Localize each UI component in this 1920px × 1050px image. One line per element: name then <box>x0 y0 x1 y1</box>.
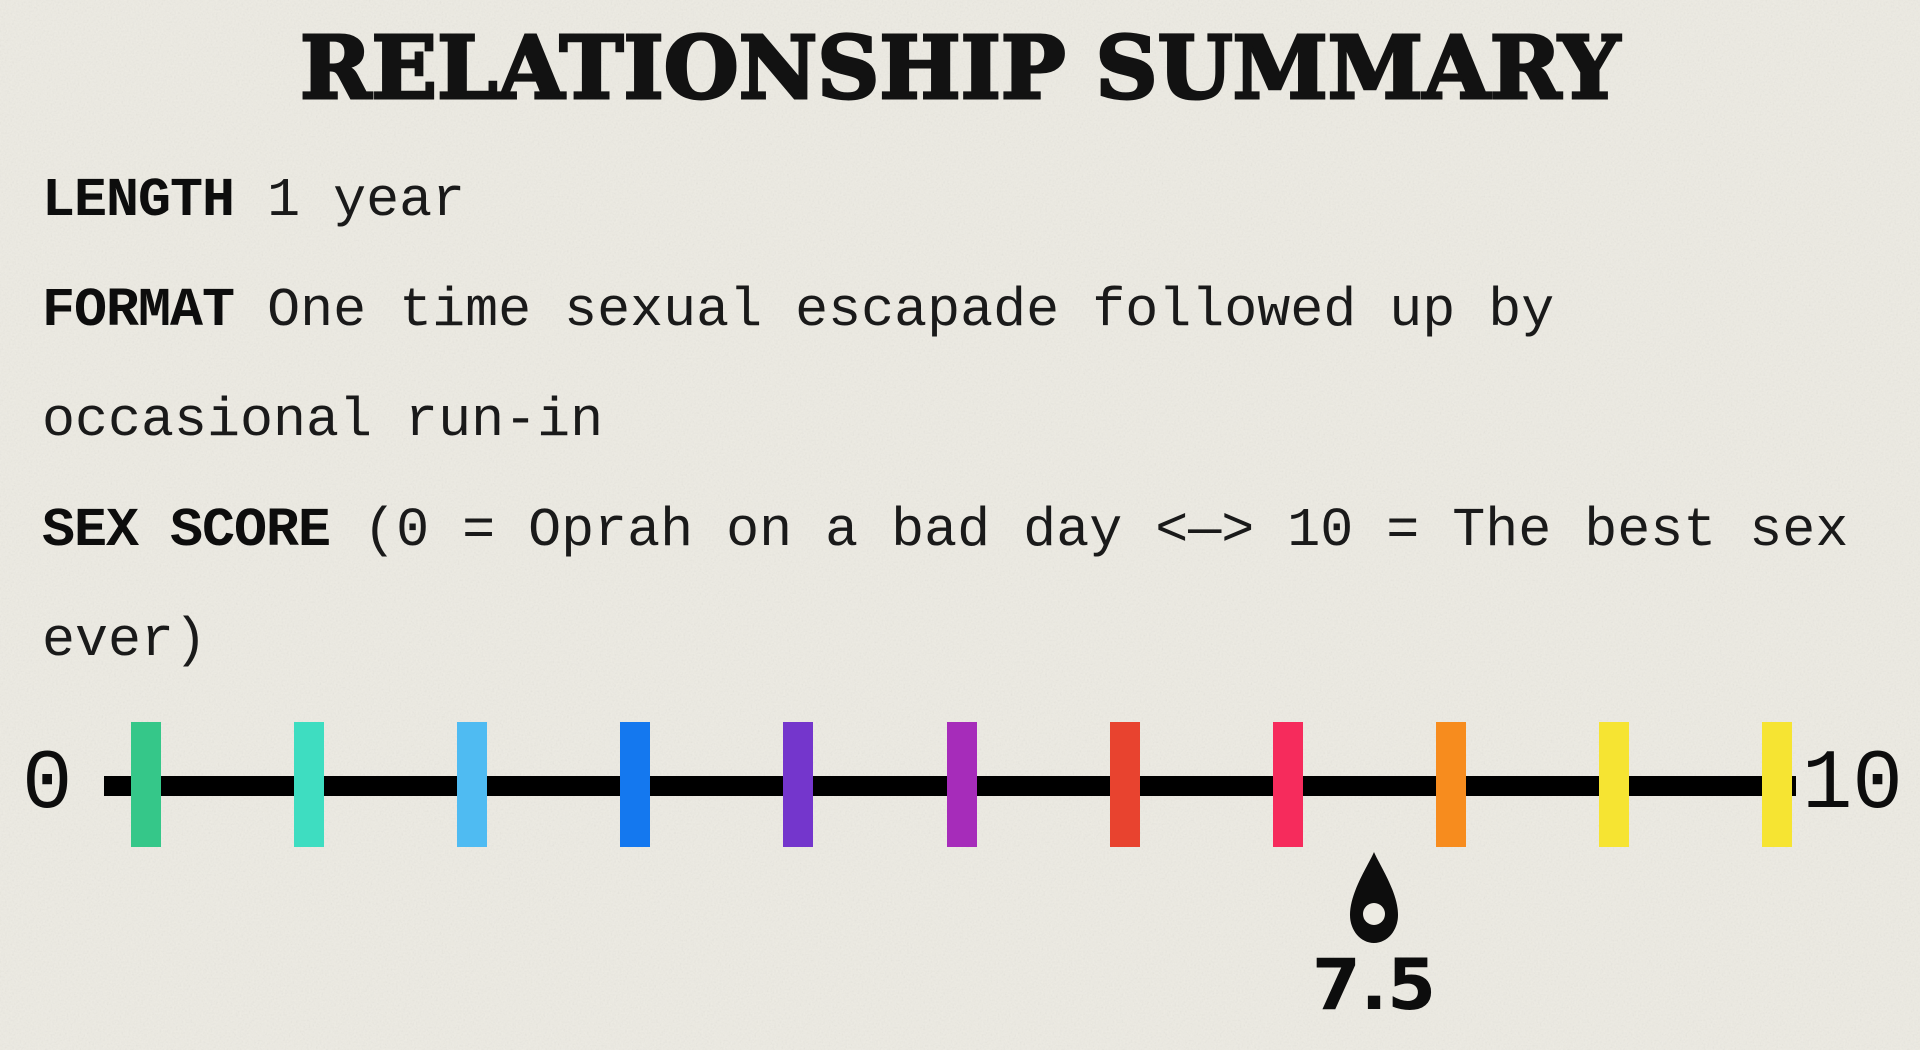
field-length: LENGTH 1 year <box>42 146 1892 256</box>
field-length-value: 1 year <box>267 169 466 232</box>
summary-fields: LENGTH 1 year FORMAT One time sexual esc… <box>42 146 1892 696</box>
field-sex-score-label: SEX SCORE <box>42 499 331 562</box>
score-marker-droplet-icon <box>1350 852 1398 943</box>
scale-tick <box>1762 722 1792 847</box>
field-format: FORMAT One time sexual escapade followed… <box>42 256 1892 476</box>
scale-tick <box>131 722 161 847</box>
scale-tick <box>294 722 324 847</box>
axis-min-label: 0 <box>22 738 73 833</box>
scale-tick <box>1436 722 1466 847</box>
scale-tick <box>1599 722 1629 847</box>
axis-max-label: 10 <box>1802 738 1903 833</box>
field-format-label: FORMAT <box>42 279 235 342</box>
page-title: RELATIONSHIP SUMMARY <box>299 18 1622 119</box>
field-sex-score: SEX SCORE (0 = Oprah on a bad day <—> 10… <box>42 476 1892 696</box>
field-format-value: One time sexual escapade followed up by … <box>42 279 1555 452</box>
scale-tick <box>947 722 977 847</box>
field-length-label: LENGTH <box>42 169 235 232</box>
scale-tick <box>783 722 813 847</box>
scale-tick <box>1273 722 1303 847</box>
scale-tick <box>620 722 650 847</box>
scale-tick <box>1110 722 1140 847</box>
score-marker-value: 7.5 <box>1311 944 1436 1026</box>
scale-tick <box>457 722 487 847</box>
